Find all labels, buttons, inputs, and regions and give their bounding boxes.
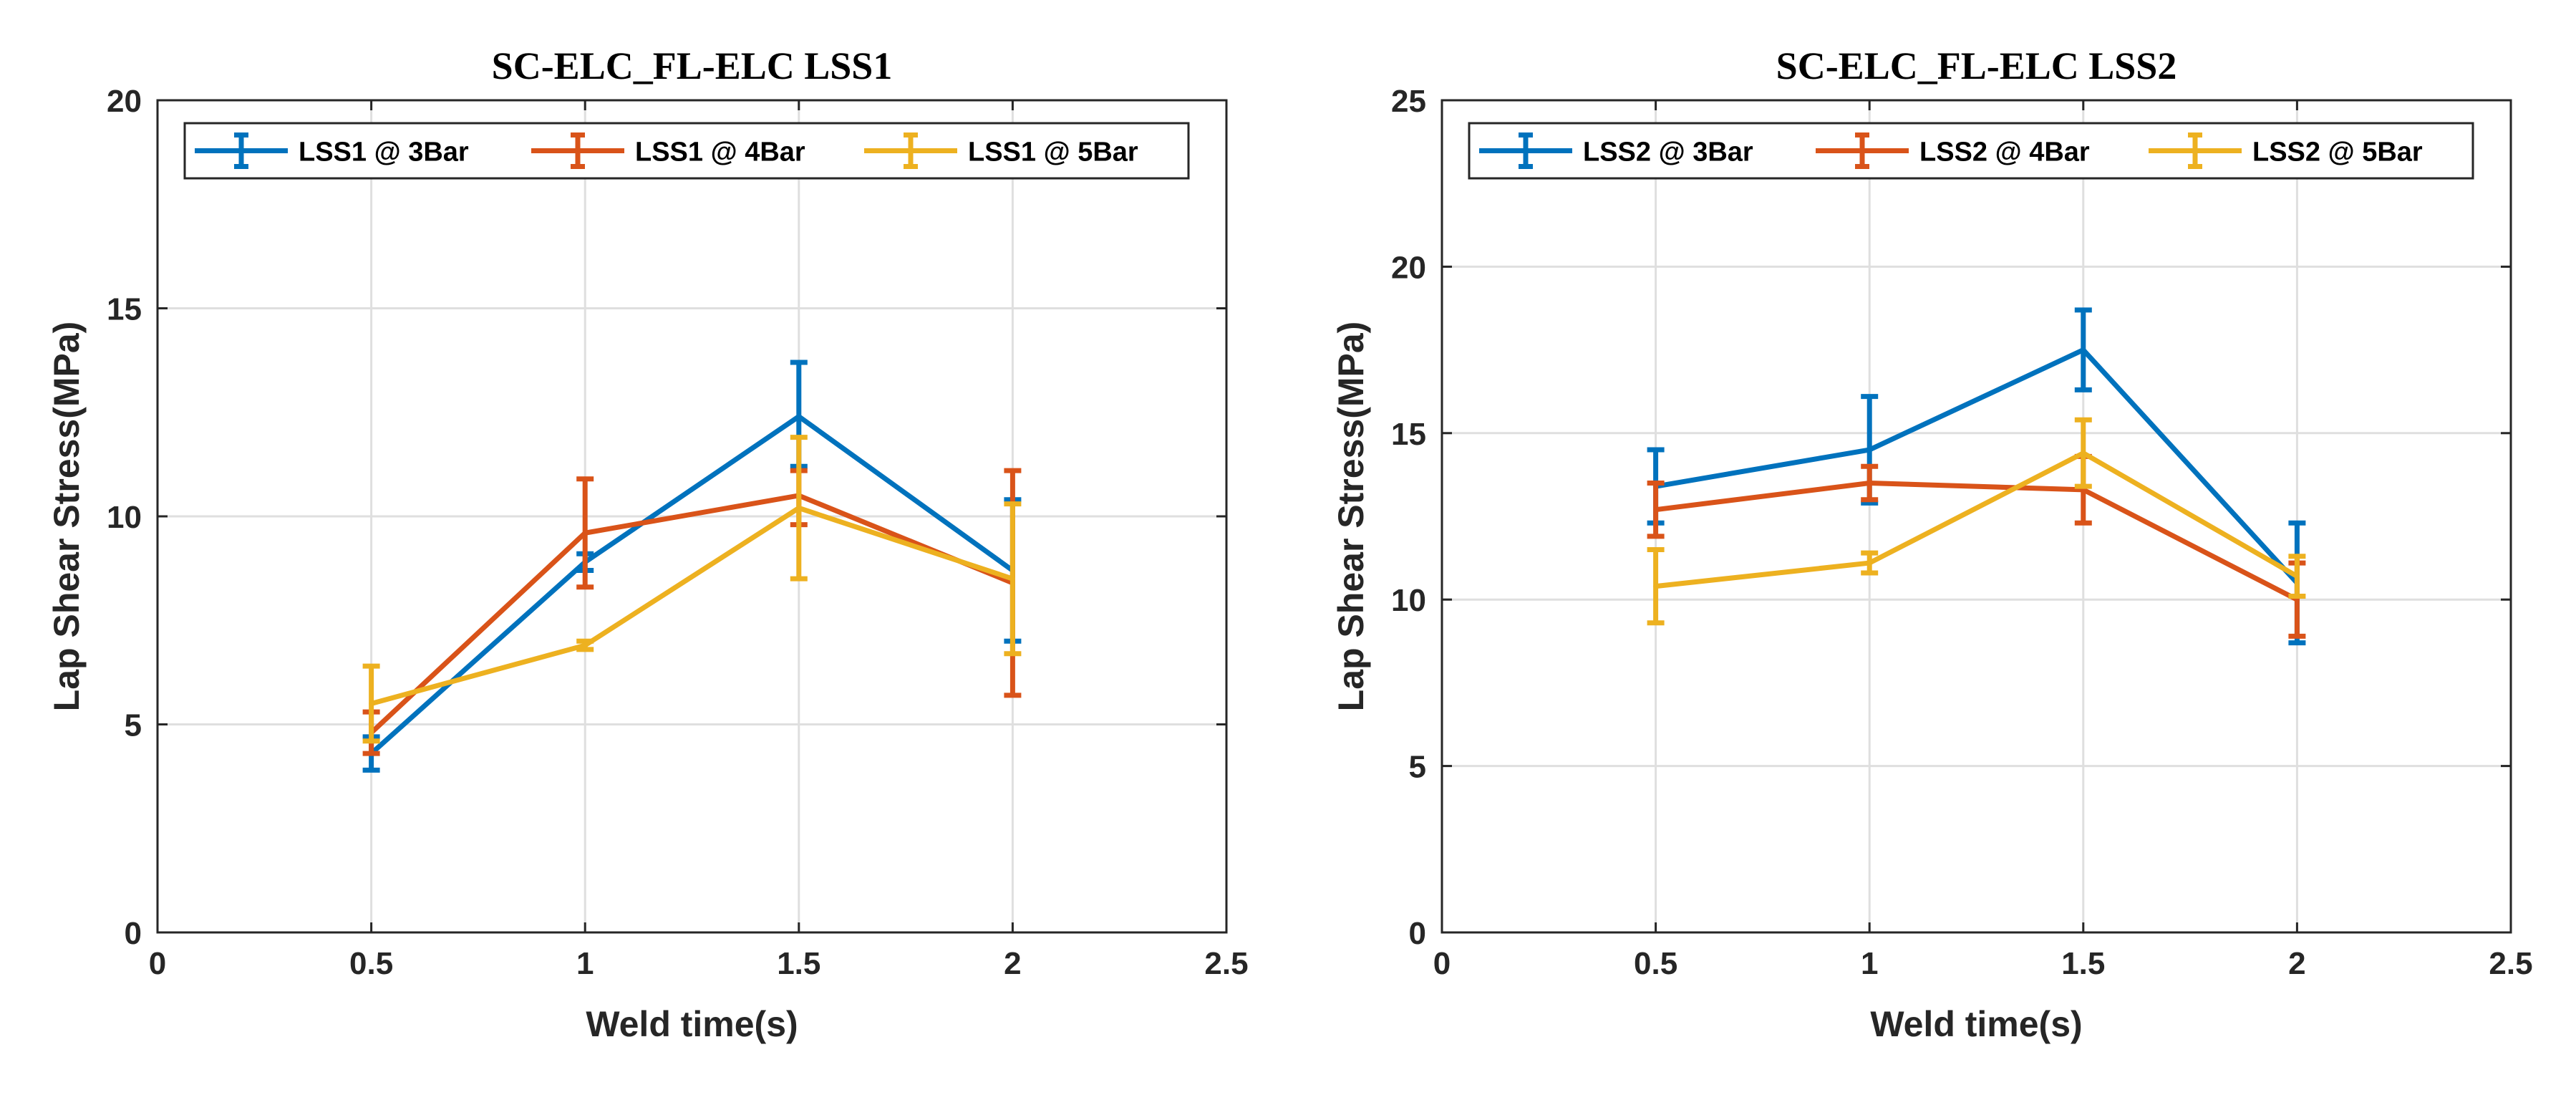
- y-tick-label: 5: [1409, 750, 1426, 785]
- legend-label: LSS2 @ 4Bar: [1919, 138, 2090, 168]
- axes-box: [1440, 99, 2512, 934]
- chart-title: SC-ELC_FL-ELC LSS2: [1776, 44, 2177, 87]
- x-tick-label: 2: [1004, 946, 1021, 981]
- legend: LSS2 @ 3Bar LSS2 @ 4Bar LSS2 @ 5Bar: [1468, 122, 2474, 180]
- series-line: [1655, 347, 2299, 585]
- legend-label: LSS2 @ 3Bar: [1583, 138, 1753, 168]
- legend-label: LSS1 @ 3Bar: [299, 138, 469, 168]
- data-point: [2081, 450, 2086, 456]
- data-point: [1009, 576, 1015, 582]
- chart-title: SC-ELC_FL-ELC LSS1: [492, 44, 893, 87]
- data-point: [1866, 481, 1872, 486]
- x-tick-label: 1.5: [777, 946, 820, 981]
- y-tick-label: 0: [1409, 916, 1426, 951]
- data-point: [1653, 584, 1659, 589]
- series-3: [362, 435, 1022, 744]
- y-tick-label: 10: [107, 500, 142, 535]
- legend-entry: LSS2 @ 3Bar: [1479, 132, 1753, 169]
- y-axis-label: Lap Shear Stress(MPa): [1331, 322, 1371, 712]
- x-tick-label: 2: [2288, 946, 2305, 981]
- x-axis-label: Weld time(s): [1870, 1004, 2082, 1044]
- legend-entry: LSS1 @ 5Bar: [864, 132, 1138, 169]
- x-tick-label: 2.5: [1204, 946, 1248, 981]
- x-tick-label: 0.5: [1634, 946, 1677, 981]
- series-line: [370, 505, 1014, 706]
- legend-label: LSS1 @ 5Bar: [968, 138, 1138, 168]
- y-tick-label: 5: [125, 708, 142, 743]
- legend-entry: LSS1 @ 3Bar: [195, 132, 469, 169]
- y-tick-label: 20: [1391, 250, 1426, 285]
- data-point: [796, 505, 802, 511]
- x-tick-label: 0.5: [349, 946, 393, 981]
- y-tick-label: 25: [1391, 84, 1426, 119]
- y-tick-label: 10: [1391, 583, 1426, 618]
- x-tick-label: 1.5: [2061, 946, 2105, 981]
- legend-entry: LSS2 @ 4Bar: [1816, 132, 2090, 169]
- data-point: [582, 642, 588, 648]
- x-tick-label: 0: [1433, 946, 1451, 981]
- x-tick-label: 2.5: [2489, 946, 2532, 981]
- plot-area: [1442, 100, 2511, 932]
- series-3: [1647, 417, 2306, 626]
- x-tick-label: 0: [149, 946, 166, 981]
- legend-entry: LSS1 @ 4Bar: [531, 132, 805, 169]
- series-line: [1655, 481, 2298, 602]
- data-point: [796, 414, 802, 420]
- y-tick-label: 20: [107, 84, 142, 119]
- data-point: [2294, 574, 2300, 579]
- y-axis-label: Lap Shear Stress(MPa): [47, 322, 87, 712]
- legend-label: LSS2 @ 5Bar: [2252, 138, 2423, 168]
- y-tick-label: 15: [1391, 417, 1426, 452]
- series-line: [369, 414, 1015, 756]
- legend-label: LSS1 @ 4Bar: [635, 138, 805, 168]
- data-point: [1653, 507, 1659, 513]
- legend: LSS1 @ 3Bar LSS1 @ 4Bar LSS1 @ 5Bar: [183, 122, 1190, 180]
- chart-panel-1: 0 0.5 1 1.5 2 2.5 0 5 10 15 20 SC-ELC_FL-ELC LSS1 We…: [47, 44, 1249, 1044]
- x-axis-label: Weld time(s): [586, 1004, 798, 1044]
- data-point: [369, 700, 374, 706]
- series-line: [369, 493, 1014, 735]
- data-point: [1866, 560, 1872, 566]
- legend-box: [1468, 122, 2474, 180]
- series-line: [1655, 450, 2299, 589]
- legend-entry: LSS2 @ 5Bar: [2149, 132, 2423, 169]
- data-point: [582, 530, 588, 536]
- chart-panel-2: 0 0.5 1 1.5 2 2.5 0 5 10 15 20 25 SC-ELC_FL-ELC LSS2…: [1331, 44, 2533, 1044]
- legend-box: [183, 122, 1190, 180]
- x-tick-label: 1: [576, 946, 594, 981]
- data-point: [2081, 347, 2086, 353]
- y-tick-label: 15: [107, 292, 142, 327]
- data-point: [1866, 447, 1872, 453]
- x-tick-label: 1: [1861, 946, 1878, 981]
- y-tick-label: 0: [125, 916, 142, 951]
